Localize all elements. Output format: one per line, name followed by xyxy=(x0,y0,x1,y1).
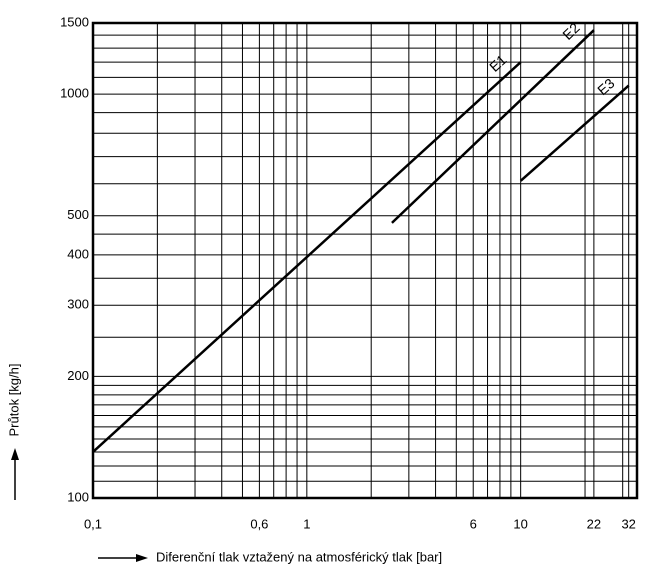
x-tick-label: 0,6 xyxy=(250,516,268,531)
x-tick-label: 0,1 xyxy=(84,516,102,531)
x-tick-label: 32 xyxy=(621,516,635,531)
series-label: E3 xyxy=(594,75,618,98)
x-tick-label: 22 xyxy=(587,516,601,531)
series-line xyxy=(92,61,522,453)
x-tick-label: 10 xyxy=(513,516,527,531)
y-tick-label: 200 xyxy=(67,368,89,383)
y-axis-label: Průtok [kg/h] xyxy=(6,364,21,437)
y-tick-label: 400 xyxy=(67,246,89,261)
x-tick-label: 6 xyxy=(470,516,477,531)
x-axis-label: Diferenční tlak vztažený na atmosférický… xyxy=(156,549,442,564)
x-arrowhead xyxy=(136,554,148,562)
y-axis-title: Průtok [kg/h] xyxy=(6,364,21,500)
y-tick-label: 500 xyxy=(67,207,89,222)
y-arrowhead xyxy=(11,448,19,460)
series-line xyxy=(519,84,630,182)
series-line xyxy=(391,29,595,224)
y-tick-label: 1500 xyxy=(60,14,89,29)
y-tick-label: 100 xyxy=(67,489,89,504)
x-tick-label: 1 xyxy=(303,516,310,531)
series-label: E1 xyxy=(486,51,510,75)
y-tick-label: 300 xyxy=(67,297,89,312)
y-tick-label: 1000 xyxy=(60,86,89,101)
plot-frame xyxy=(91,21,639,500)
x-axis-title: Diferenční tlak vztažený na atmosférický… xyxy=(98,549,442,564)
